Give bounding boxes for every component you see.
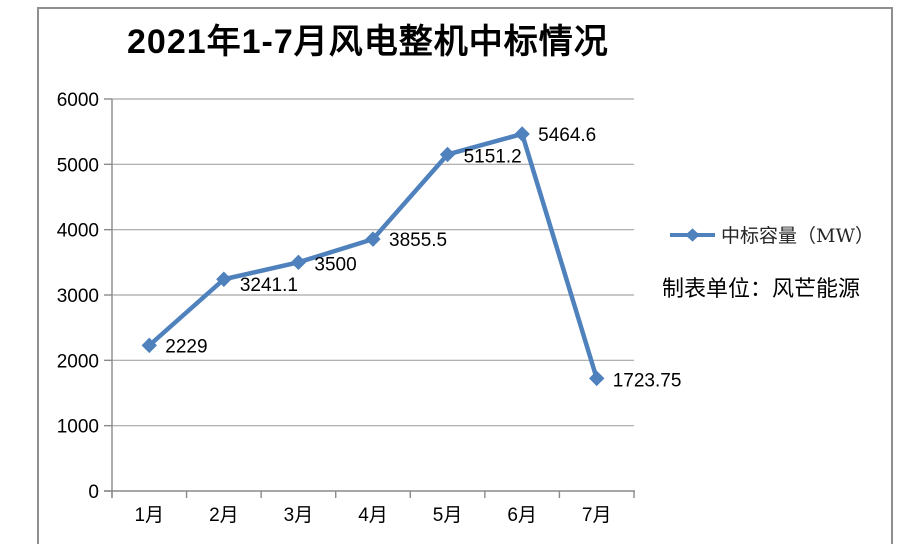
- data-point-label: 3500: [314, 254, 356, 275]
- y-tick-label: 2000: [57, 351, 99, 372]
- data-point-label: 3241.1: [240, 275, 298, 296]
- y-tick-label: 5000: [57, 155, 99, 176]
- chart-title: 2021年1-7月风电整机中标情况: [127, 23, 609, 61]
- x-category-label: 3月: [284, 505, 314, 526]
- x-category-label: 2月: [209, 505, 239, 526]
- x-category-label: 7月: [582, 505, 612, 526]
- chart-source-note: 制表单位：风芒能源: [662, 277, 861, 302]
- data-point-marker: [439, 146, 456, 163]
- data-point-label: 2229: [165, 336, 207, 357]
- data-point-marker: [290, 254, 307, 271]
- y-tick-label: 0: [88, 482, 99, 503]
- data-point-label: 5151.2: [464, 146, 522, 167]
- data-point-marker: [589, 370, 605, 387]
- data-point-label: 3855.5: [389, 230, 447, 251]
- data-point-marker: [216, 271, 232, 287]
- x-category-label: 4月: [358, 505, 388, 526]
- y-tick-label: 4000: [57, 221, 99, 242]
- chart-frame: [37, 7, 893, 544]
- y-tick-label: 1000: [57, 417, 99, 438]
- x-category-label: 5月: [433, 505, 463, 526]
- data-point-marker: [514, 126, 530, 142]
- legend-marker-icon: [670, 227, 715, 242]
- data-point-marker: [141, 337, 157, 354]
- y-tick-label: 6000: [57, 90, 99, 111]
- series-line: [147, 131, 599, 381]
- x-category-label: 6月: [507, 505, 537, 526]
- y-tick-label: 3000: [57, 286, 99, 307]
- data-point-label: 5464.6: [538, 125, 596, 146]
- data-point-marker: [365, 231, 381, 247]
- x-category-label: 1月: [134, 505, 164, 526]
- data-point-label: 1723.75: [613, 370, 682, 391]
- legend: 中标容量（MW）: [669, 221, 874, 248]
- legend-series-label: 中标容量（MW）: [721, 225, 874, 247]
